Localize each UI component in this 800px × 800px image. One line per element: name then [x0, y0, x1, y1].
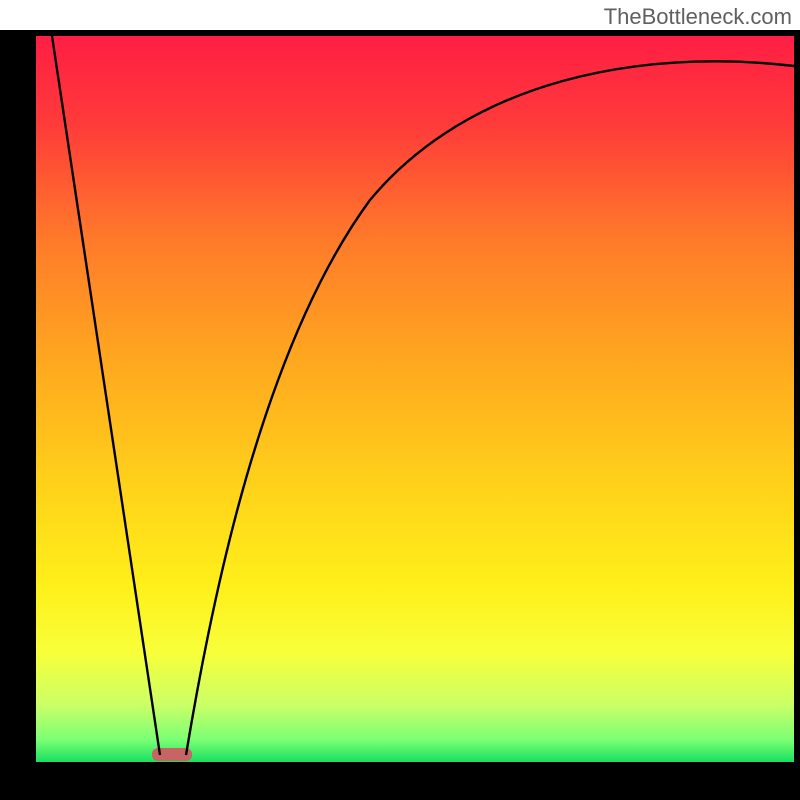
bottleneck-chart: TheBottleneck.com [0, 0, 800, 800]
watermark-text: TheBottleneck.com [604, 4, 792, 30]
bottleneck-curve [0, 0, 800, 800]
curve-right-leg [186, 61, 794, 755]
curve-left-leg [52, 36, 160, 755]
